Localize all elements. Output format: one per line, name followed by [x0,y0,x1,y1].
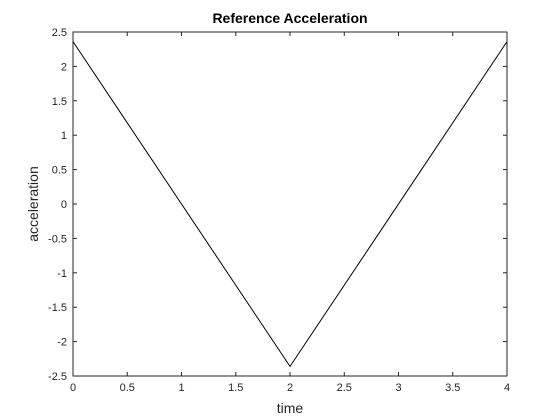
y-tick-label: 0.5 [52,165,67,177]
axes-box [72,31,508,377]
y-axis-ticks: -2.5 -2 -1.5 -1 -0.5 0 0.5 1 1.5 2 2.5 [48,27,507,383]
y-tick-label: -1 [57,268,67,280]
y-tick-label: -2.5 [48,371,67,383]
x-tick-label: 2.5 [337,382,352,394]
x-tick-label: 2 [287,382,293,394]
y-tick-label: -0.5 [48,233,67,245]
x-axis-label: time [277,400,304,416]
x-tick-label: 1.5 [228,382,243,394]
y-tick-label: 2.5 [52,27,67,39]
x-tick-label: 1 [178,382,184,394]
x-tick-label: 3 [395,382,401,394]
y-tick-label: -1.5 [48,302,67,314]
y-tick-label: 0 [61,199,67,211]
y-tick-label: 2 [61,61,67,73]
series-line [72,41,508,368]
x-axis-ticks: 0 0.5 1 1.5 2 2.5 3 3.5 4 [70,32,510,394]
y-tick-label: 1 [61,130,67,142]
x-tick-label: 0.5 [120,382,135,394]
y-tick-label: -2 [57,337,67,349]
x-tick-label: 4 [504,382,510,394]
chart-title: Reference Acceleration [212,10,367,26]
y-tick-label: 1.5 [52,96,67,108]
x-tick-label: 0 [70,382,76,394]
plot-area: 0 0.5 1 1.5 2 2.5 3 3.5 4 -2.5 -2 -1.5 -1 -0.5 0 0.5 1 1… [48,27,510,394]
series-layer [72,41,508,368]
y-axis-label: acceleration [25,166,41,242]
x-tick-label: 3.5 [445,382,460,394]
